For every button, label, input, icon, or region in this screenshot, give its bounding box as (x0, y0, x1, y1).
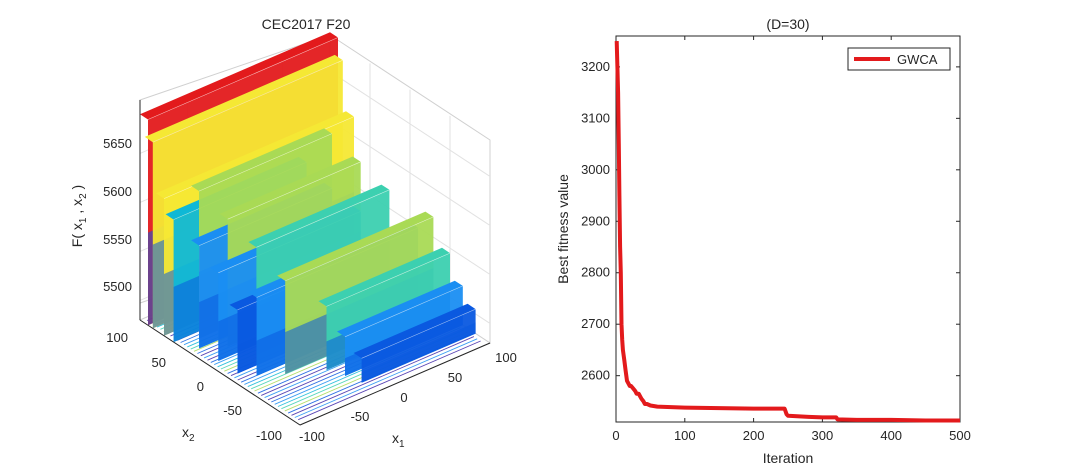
surface-ridge-top (140, 32, 338, 120)
z-tick-labels: 5650 5600 5550 5500 (103, 136, 132, 294)
surface-ridge-edge (152, 59, 343, 143)
surface-ridge-edge (227, 161, 361, 220)
surface-ridge-edge (344, 285, 463, 338)
x1-tick-labels: -100 -50 0 50 100 (299, 350, 517, 444)
floor-contour-line (294, 338, 478, 418)
surface-chart: 5650 5600 5550 5500 100 50 0 -50 -100 -1… (69, 16, 517, 450)
surface-bands (140, 32, 476, 383)
x-tick-label: 0 (612, 428, 619, 443)
plot-area (615, 35, 961, 423)
y-tick-label: 2700 (581, 316, 610, 331)
x-tick-label: 500 (949, 428, 971, 443)
legend: GWCA (847, 47, 951, 71)
x1-tick-label: 0 (400, 390, 407, 405)
surface-ridge-top (318, 247, 450, 307)
convergence-chart: 2600 2700 2800 2900 3000 3100 3200 0 100 200 300 4… (555, 16, 971, 466)
z-tick-label: 5600 (103, 184, 132, 199)
legend-label: GWCA (897, 52, 938, 67)
floor-contour-line (291, 336, 475, 416)
y-tick-label: 2600 (581, 368, 610, 383)
x2-tick-labels: 100 50 0 -50 -100 (106, 330, 282, 443)
x2-axis-label: x2 (182, 424, 195, 444)
x1-tick-label: -100 (299, 429, 325, 444)
z-tick-label: 5500 (103, 279, 132, 294)
x2-tick-label: 50 (152, 355, 166, 370)
x1-tick-label: -50 (351, 409, 370, 424)
x1-tick-label: 100 (495, 350, 517, 365)
z-tick-label: 5650 (103, 136, 132, 151)
y-tick-label: 3000 (581, 162, 610, 177)
x-axis-label: Iteration (763, 450, 814, 466)
y-tick-label: 3100 (581, 110, 610, 125)
x2-tick-label: -50 (223, 403, 242, 418)
surface-ridge-edge (285, 216, 434, 282)
surface-ridge-edge (326, 252, 451, 307)
surface-ridge-top (219, 156, 361, 220)
surface-title: CEC2017 F20 (262, 16, 351, 32)
line-title: (D=30) (766, 16, 809, 32)
z-axis-label: F( x1 , x2 ) (69, 185, 89, 247)
x2-tick-label: 100 (106, 330, 128, 345)
y-tick-label: 2900 (581, 213, 610, 228)
surface-ridge-top (248, 184, 390, 248)
x-tick-label: 300 (812, 428, 834, 443)
surface-ridge-edge (256, 189, 390, 248)
x-tick-label: 400 (880, 428, 902, 443)
x-tick-label: 100 (674, 428, 696, 443)
series-line-gwca (614, 41, 960, 423)
y-tick-labels: 2600 2700 2800 2900 3000 3100 3200 (581, 59, 610, 383)
x2-tick-label: 0 (197, 379, 204, 394)
surface-ridge-top (353, 303, 476, 359)
surface-ridge-top (156, 111, 354, 199)
surface-ridge-top (337, 280, 463, 337)
x1-axis-line (299, 342, 491, 426)
x2-tick-label: -100 (256, 428, 282, 443)
surface-ridge-shadow (361, 322, 476, 383)
legend-box (847, 47, 951, 71)
z-tick-label: 5550 (103, 232, 132, 247)
surface-ridge-edge (361, 308, 476, 359)
y-tick-label: 2800 (581, 265, 610, 280)
floor-contour-line (298, 340, 481, 421)
y-axis-label: Best fitness value (555, 174, 571, 284)
surface-ridge-top (191, 128, 332, 192)
x-tick-label: 200 (743, 428, 765, 443)
surface-ridge-edge (198, 133, 333, 192)
x1-tick-label: 50 (448, 370, 462, 385)
y-tick-label: 3200 (581, 59, 610, 74)
surface-ridge-top (144, 54, 343, 143)
x1-axis-label: x1 (392, 430, 405, 450)
surface-ridge-top (277, 211, 434, 281)
x-tick-labels: 0 100 200 300 400 500 (612, 428, 970, 443)
surface-ridge-edge (147, 37, 339, 120)
x2-axis-line (139, 319, 301, 426)
